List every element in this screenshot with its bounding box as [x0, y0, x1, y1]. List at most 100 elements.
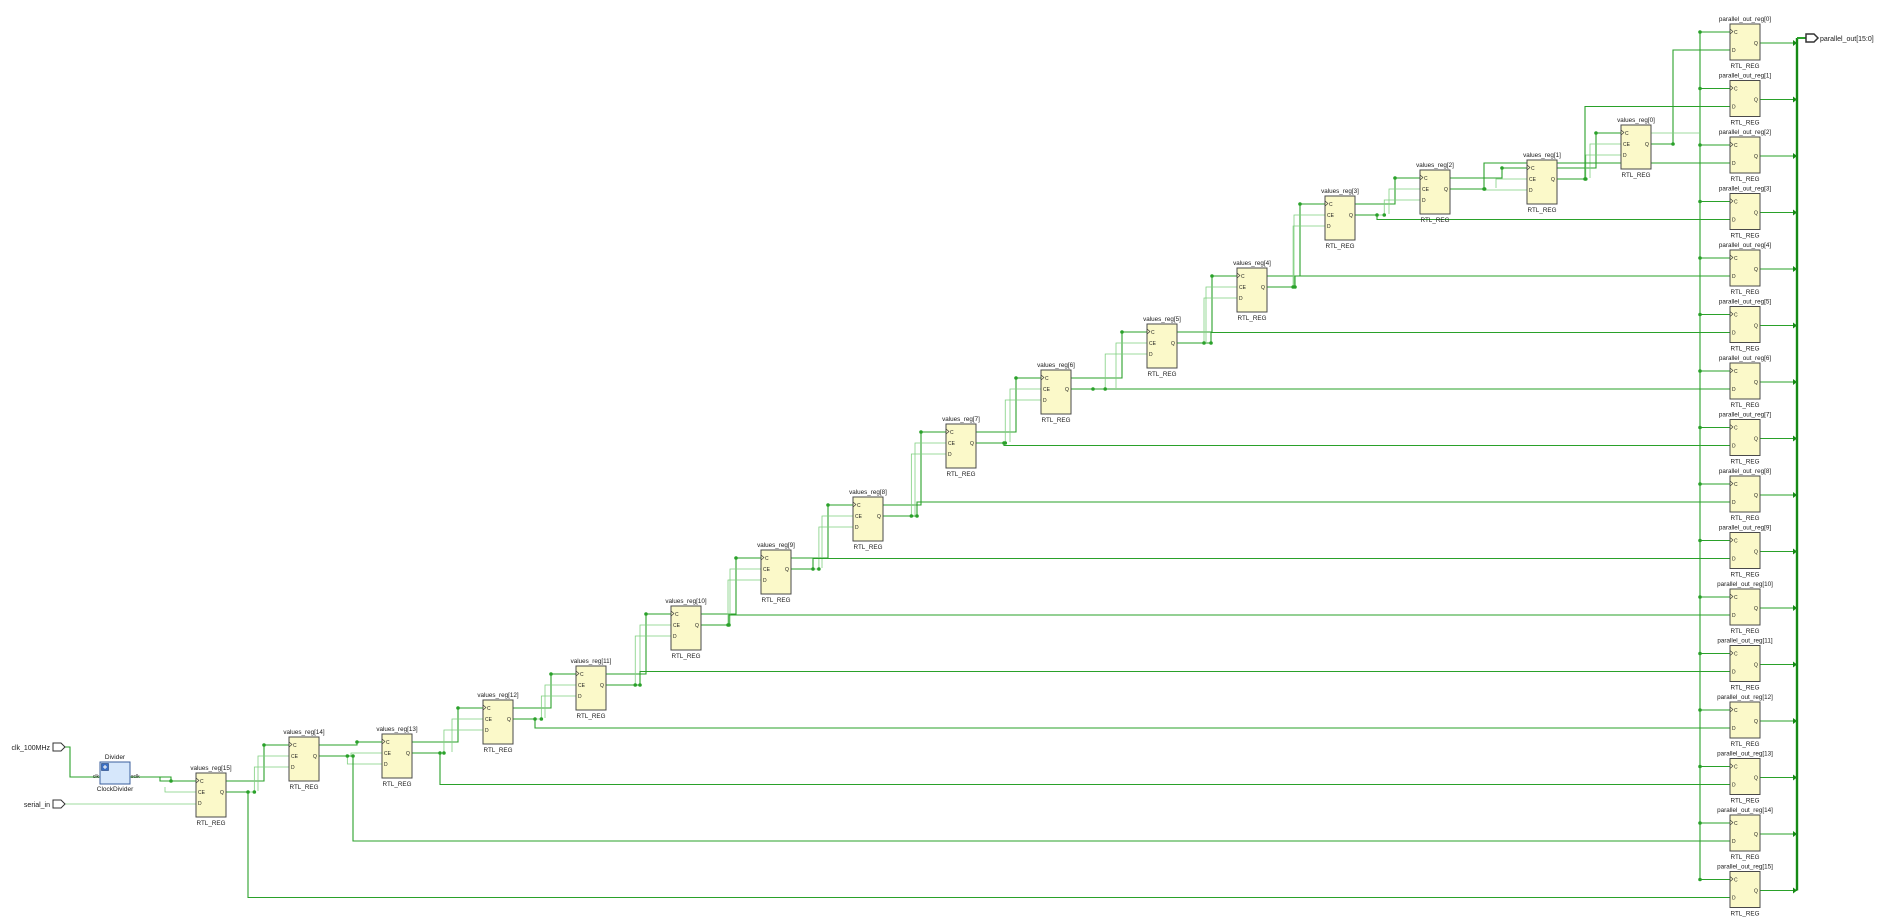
parallel-load-net[interactable]	[319, 755, 1730, 842]
parallel-out-reg-14-body[interactable]	[1729, 814, 1761, 852]
values-reg-9-body[interactable]	[760, 549, 792, 595]
values-reg-4-body[interactable]	[1236, 267, 1268, 313]
clock-net[interactable]	[646, 557, 761, 615]
parallel-out-reg-12-body[interactable]	[1729, 701, 1761, 739]
clock-net[interactable]	[736, 504, 853, 559]
values-reg-3-body[interactable]	[1324, 195, 1356, 241]
parallel-out-reg-10[interactable]: parallel_out_reg[10] C D Q RTL_REG	[1717, 581, 1773, 635]
values-reg-13[interactable]: values_reg[13] C CE D Q RTL_REG	[376, 726, 418, 788]
sclk-net[interactable]	[130, 776, 196, 782]
enable-net[interactable]	[1388, 188, 1420, 214]
enable-net[interactable]	[451, 718, 483, 752]
values-reg-13-body[interactable]	[381, 733, 413, 779]
parallel-load-net[interactable]	[976, 442, 1730, 447]
parallel-out-reg-9[interactable]: parallel_out_reg[9] C D Q RTL_REG	[1719, 525, 1771, 579]
parallel-load-net[interactable]	[1177, 331, 1730, 344]
parallel-out-reg-4[interactable]: parallel_out_reg[4] C D Q RTL_REG	[1719, 242, 1771, 296]
values-reg-12[interactable]: values_reg[12] C CE D Q RTL_REG	[477, 692, 519, 754]
values-reg-11-body[interactable]	[575, 665, 607, 711]
clock-net[interactable]	[1395, 167, 1527, 179]
clock-net[interactable]	[551, 613, 671, 675]
values-reg-6[interactable]: values_reg[6] C CE D Q RTL_REG	[1037, 362, 1075, 424]
shift-net[interactable]	[606, 635, 671, 686]
shift-net[interactable]	[1177, 297, 1237, 344]
clock-net[interactable]	[357, 707, 483, 743]
values-reg-1[interactable]: values_reg[1] C CE D Q RTL_REG	[1523, 152, 1561, 214]
parallel-out-reg-14[interactable]: parallel_out_reg[14] C D Q RTL_REG	[1717, 807, 1773, 861]
serial-input-port[interactable]: serial_in	[24, 799, 66, 809]
values-reg-10-body[interactable]	[670, 605, 702, 651]
enable-net[interactable]	[1115, 342, 1147, 388]
parallel-out-reg-5[interactable]: parallel_out_reg[5] C D Q RTL_REG	[1719, 299, 1771, 353]
parallel-out-reg-0[interactable]: parallel_out_reg[0] C D Q RTL_REG	[1719, 16, 1771, 70]
parallel-out-reg-13[interactable]: parallel_out_reg[13] C D Q RTL_REG	[1717, 751, 1773, 805]
parallel-out-reg-8[interactable]: parallel_out_reg[8] C D Q RTL_REG	[1719, 468, 1771, 522]
parallel-out-reg-1[interactable]: parallel_out_reg[1] C D Q RTL_REG	[1719, 73, 1771, 127]
enable-net[interactable]	[729, 568, 761, 624]
enable-net[interactable]	[821, 515, 853, 568]
shift-net[interactable]	[1355, 199, 1420, 216]
parallel-load-net[interactable]	[1557, 105, 1730, 180]
clock-net[interactable]	[1122, 275, 1237, 333]
parallel-out-reg-7[interactable]: parallel_out_reg[7] C D Q RTL_REG	[1719, 412, 1771, 466]
shift-net[interactable]	[226, 766, 289, 793]
enable-net[interactable]	[1589, 143, 1621, 178]
enable-net[interactable]	[639, 624, 671, 684]
parallel-load-net[interactable]	[513, 718, 1730, 729]
values-reg-3[interactable]: values_reg[3] C CE D Q RTL_REG	[1321, 188, 1359, 250]
values-reg-12-body[interactable]	[482, 699, 514, 745]
values-reg-14-body[interactable]	[288, 736, 320, 782]
values-reg-11[interactable]: values_reg[11] C CE D Q RTL_REG	[571, 658, 612, 720]
shift-net[interactable]	[1267, 225, 1325, 288]
parallel-out-reg-5-body[interactable]	[1729, 306, 1761, 343]
parallel-out-reg-4-body[interactable]	[1729, 249, 1761, 287]
values-reg-9[interactable]: values_reg[9] C CE D Q RTL_REG	[757, 542, 795, 604]
clock-net[interactable]	[160, 776, 196, 782]
parallel-out-reg-6-body[interactable]	[1729, 362, 1761, 400]
clock-divider[interactable]: Divider clk sclk ClockDivider	[93, 754, 140, 793]
parallel-out-reg-13-body[interactable]	[1729, 758, 1761, 795]
parallel-out-reg-1-body[interactable]	[1729, 80, 1761, 117]
clock-net[interactable]	[1016, 331, 1147, 379]
values-reg-8[interactable]: values_reg[8] C CE D Q RTL_REG	[849, 489, 887, 551]
parallel-out-reg-0-body[interactable]	[1729, 23, 1761, 61]
shift-net[interactable]	[701, 579, 761, 626]
parallel-load-net[interactable]	[1355, 214, 1730, 221]
parallel-out-reg-9-body[interactable]	[1729, 532, 1761, 569]
values-reg-14[interactable]: values_reg[14] C CE D Q RTL_REG	[283, 729, 325, 791]
shift-net[interactable]	[976, 399, 1041, 444]
parallel-load-net[interactable]	[1267, 275, 1730, 288]
enable-net[interactable]	[257, 755, 289, 791]
clock-net[interactable]	[921, 377, 1041, 433]
parallel-out-reg-10-body[interactable]	[1729, 588, 1761, 626]
parallel-out-reg-2-body[interactable]	[1729, 136, 1761, 174]
enable-net[interactable]	[350, 752, 382, 755]
values-reg-0-body[interactable]	[1620, 124, 1652, 170]
parallel-load-net[interactable]	[412, 752, 1730, 786]
shift-net[interactable]	[883, 453, 946, 517]
values-reg-15[interactable]: values_reg[15] C CE D Q RTL_REG	[190, 765, 232, 827]
enable-net[interactable]	[544, 684, 576, 718]
clock-net[interactable]	[458, 673, 576, 709]
enable-net[interactable]	[1009, 388, 1041, 442]
enable-net[interactable]	[914, 442, 946, 515]
values-reg-8-body[interactable]	[852, 496, 884, 542]
enable-net[interactable]	[1293, 214, 1325, 286]
parallel-out-reg-11-body[interactable]	[1729, 645, 1761, 682]
values-reg-4[interactable]: values_reg[4] C CE D Q RTL_REG	[1233, 260, 1271, 322]
values-reg-1-body[interactable]	[1526, 159, 1558, 205]
clk-input-port[interactable]: clk_100MHz	[11, 742, 66, 752]
parallel-out-reg-3[interactable]: parallel_out_reg[3] C D Q RTL_REG	[1719, 186, 1771, 240]
enable-net[interactable]	[164, 787, 196, 793]
values-reg-2-body[interactable]	[1419, 169, 1451, 215]
values-reg-2[interactable]: values_reg[2] C CE D Q RTL_REG	[1416, 162, 1454, 224]
parallel-out-reg-11[interactable]: parallel_out_reg[11] C D Q RTL_REG	[1717, 638, 1772, 692]
values-reg-7-body[interactable]	[945, 423, 977, 469]
values-reg-5[interactable]: values_reg[5] C CE D Q RTL_REG	[1143, 316, 1181, 378]
shift-net[interactable]	[319, 755, 382, 765]
parallel-load-net[interactable]	[1651, 49, 1730, 145]
parallel-out-port[interactable]: parallel_out[15:0]	[1805, 33, 1874, 43]
parallel-out-reg-15[interactable]: parallel_out_reg[15] C D Q RTL_REG	[1717, 864, 1773, 918]
parallel-out-reg-3-body[interactable]	[1729, 193, 1761, 230]
parallel-load-net[interactable]	[1450, 162, 1730, 190]
